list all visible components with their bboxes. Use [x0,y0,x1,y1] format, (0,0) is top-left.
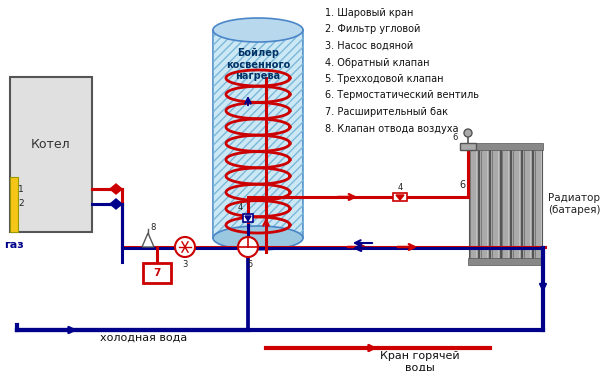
Text: 4: 4 [397,183,403,191]
Circle shape [175,237,195,257]
Text: 4: 4 [238,204,242,213]
Bar [490,147,500,261]
Text: 7. Расширительный бак: 7. Расширительный бак [325,107,448,117]
Text: Радиатор
(батарея): Радиатор (батарея) [548,193,600,215]
Text: холодная вода: холодная вода [100,333,187,343]
Text: 5. Трехходовой клапан: 5. Трехходовой клапан [325,74,443,84]
Text: 1. Шаровый кран: 1. Шаровый кран [325,8,413,18]
Bar [460,143,476,150]
Circle shape [238,237,258,257]
Bar [469,147,478,261]
Polygon shape [110,184,122,194]
Text: Кран горячей
воды: Кран горячей воды [380,351,460,371]
Text: 8: 8 [150,223,155,232]
Bar [213,30,303,238]
Text: 4. Обратный клапан: 4. Обратный клапан [325,58,430,68]
Bar [10,77,92,232]
Text: газ: газ [4,240,24,250]
Bar [468,258,543,265]
Text: 5: 5 [247,260,253,269]
Bar [243,214,253,222]
Bar [468,143,543,150]
Bar [479,147,489,261]
Text: 1: 1 [18,184,24,194]
Text: 8. Клапан отвода воздуха: 8. Клапан отвода воздуха [325,124,458,134]
Text: Котел: Котел [31,138,71,151]
Polygon shape [245,216,251,221]
Polygon shape [142,233,154,247]
Bar [213,30,303,238]
Bar [500,147,511,261]
Text: 3: 3 [182,260,188,269]
Bar [533,147,542,261]
Text: 6: 6 [460,180,466,190]
Text: 2: 2 [18,200,24,209]
Ellipse shape [213,18,303,42]
Bar [143,263,171,283]
Bar [10,177,18,232]
Text: 3. Насос водяной: 3. Насос водяной [325,41,413,51]
Text: 6. Термостатический вентиль: 6. Термостатический вентиль [325,91,479,101]
Circle shape [464,129,472,137]
Polygon shape [396,195,404,200]
Bar [511,147,521,261]
Text: 7: 7 [154,268,161,278]
Polygon shape [110,199,122,209]
Text: 2. Фильтр угловой: 2. Фильтр угловой [325,24,421,35]
Ellipse shape [213,226,303,250]
Bar [393,193,407,201]
Text: Бойлер
косвенного
нагрева: Бойлер косвенного нагрева [226,48,290,81]
Bar [522,147,532,261]
Text: 6: 6 [452,134,458,142]
